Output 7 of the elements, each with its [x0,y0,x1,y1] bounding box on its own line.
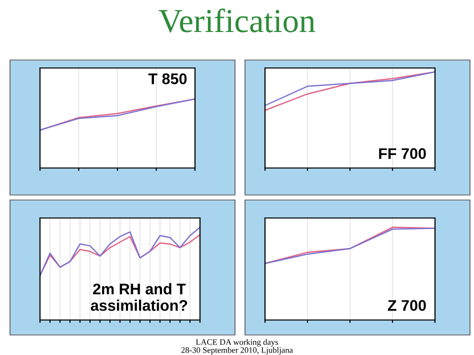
text: Verification [158,8,316,33]
text: Z 700 [388,300,426,311]
chart-title: T 850 [148,73,187,84]
text: 28-30 September 2010, Ljubljana [181,347,293,355]
text: LACE DA working days [196,339,278,347]
text: 2m RH and T assimilation? [90,283,188,311]
text: FF 700 [379,148,426,159]
